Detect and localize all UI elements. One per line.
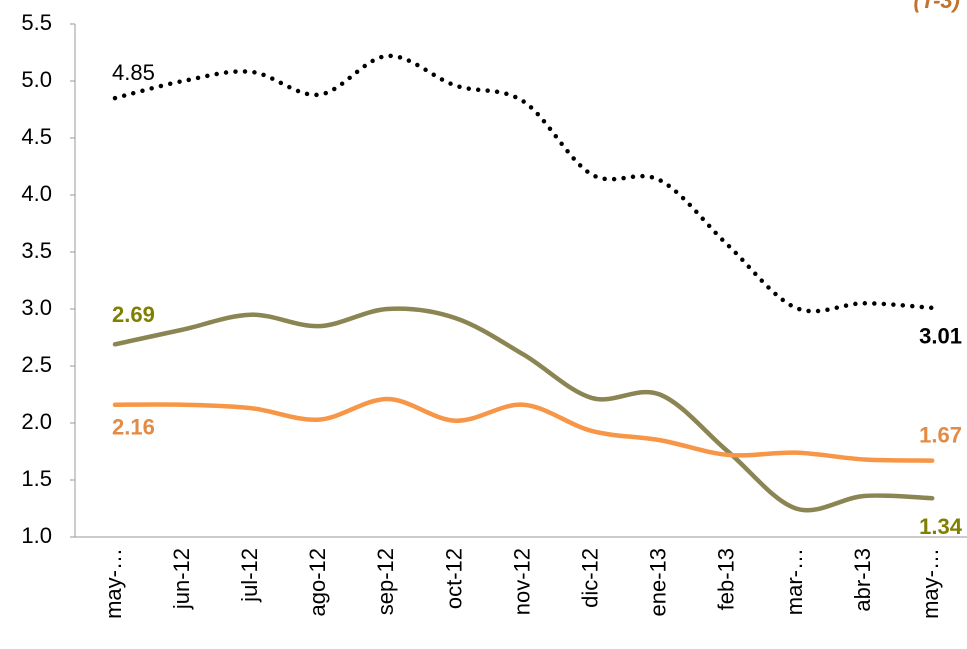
y-tick-label: 5.0 [21, 67, 52, 92]
annotation: (T-3) [914, 0, 960, 13]
series-line [112, 306, 935, 513]
x-tick-label: ene-13 [646, 548, 671, 617]
y-tick-label: 4.5 [21, 124, 52, 149]
y-tick-label: 1.0 [21, 523, 52, 548]
y-tick-label: 3.0 [21, 295, 52, 320]
data-label: 1.34 [919, 514, 963, 539]
x-tick-label: jul-12 [237, 548, 262, 603]
series-line [112, 53, 935, 314]
x-tick-label: ago-12 [305, 548, 330, 617]
x-tick-label: may-… [918, 548, 943, 619]
y-tick-label: 2.5 [21, 352, 52, 377]
x-tick-label: abr-13 [850, 548, 875, 612]
y-tick-label: 2.0 [21, 409, 52, 434]
y-tick-label: 4.0 [21, 181, 52, 206]
data-label: 2.69 [112, 302, 155, 327]
x-tick-label: jun-12 [169, 548, 194, 610]
x-tick-label: feb-13 [714, 548, 739, 610]
x-tick-label: oct-12 [441, 548, 466, 609]
data-label: 3.01 [919, 324, 962, 349]
data-label: 4.85 [112, 60, 155, 85]
x-tick-label: nov-12 [509, 548, 534, 615]
series-line [112, 396, 935, 463]
y-tick-label: 5.5 [21, 10, 52, 35]
x-tick-label: sep-12 [373, 548, 398, 615]
data-label: 1.67 [919, 422, 962, 447]
x-tick-label: may-… [101, 548, 126, 619]
x-tick-label: dic-12 [578, 548, 603, 608]
y-tick-label: 3.5 [21, 238, 52, 263]
x-tick-label: mar-… [782, 548, 807, 615]
y-tick-label: 1.5 [21, 466, 52, 491]
data-label: 2.16 [112, 415, 155, 440]
